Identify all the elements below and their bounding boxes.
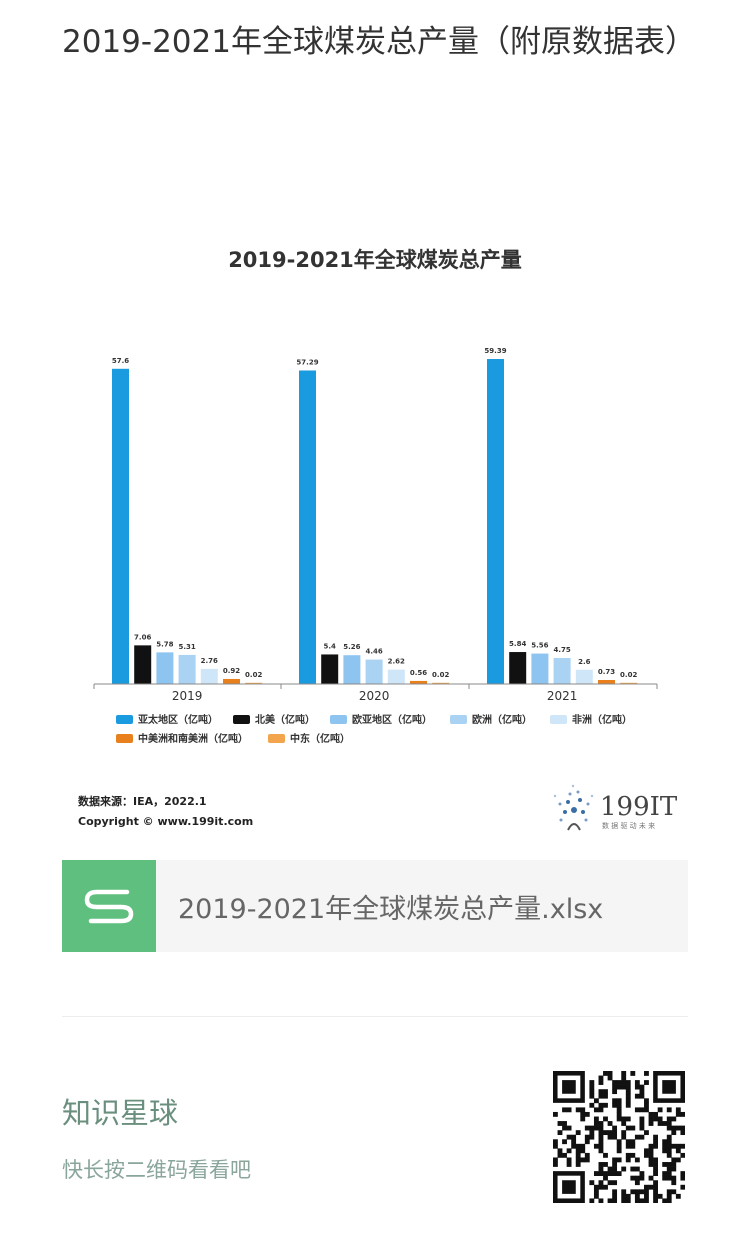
bar xyxy=(387,669,405,684)
logo-199it: 199IT 数 据 驱 动 未 来 xyxy=(553,784,678,831)
data-label: 57.29 xyxy=(296,358,318,366)
legend-swatch xyxy=(233,715,250,724)
data-label: 0.73 xyxy=(598,668,615,676)
data-label: 4.46 xyxy=(365,648,382,656)
data-label: 5.56 xyxy=(531,642,548,650)
data-label: 5.26 xyxy=(343,643,360,651)
x-axis-ticks: 2019 2020 2021 xyxy=(93,684,658,703)
data-label: 0.02 xyxy=(432,671,449,679)
file-name[interactable]: 2019-2021年全球煤炭总产量.xlsx xyxy=(178,893,604,925)
bar xyxy=(134,645,152,684)
chart-source: 数据来源：IEA，2022.1 xyxy=(78,794,207,808)
zsxq-title: 知识星球 xyxy=(62,1096,179,1130)
chart: 2019-2021年全球煤炭总产量 57.6 7.06 5.78 5.31 2.76 0.… xyxy=(78,248,678,831)
bar xyxy=(156,652,174,684)
chart-plot-area: 57.6 7.06 5.78 5.31 2.76 0.92 0.02 57.29 5.4 5.26… xyxy=(112,347,638,684)
chart-image: 2019-2021年全球煤炭总产量 57.6 7.06 5.78 5.31 2.76 0.… xyxy=(40,226,720,846)
logo-subtext: 数 据 驱 动 未 来 xyxy=(602,821,655,830)
data-label: 2.76 xyxy=(201,657,218,665)
bar xyxy=(112,368,129,684)
data-label: 5.4 xyxy=(323,642,336,650)
chart-copyright: Copyright © www.199it.com xyxy=(78,815,253,828)
bar xyxy=(553,658,571,684)
bar xyxy=(365,659,383,684)
legend-label: 亚太地区（亿吨） xyxy=(138,713,218,726)
x-tick-label: 2020 xyxy=(359,689,390,703)
data-label: 0.02 xyxy=(245,671,262,679)
legend-label: 欧亚地区（亿吨） xyxy=(352,713,432,726)
bar xyxy=(245,682,263,684)
bar xyxy=(200,668,218,684)
bar xyxy=(321,654,339,684)
data-label: 5.31 xyxy=(178,643,195,651)
bar xyxy=(509,652,527,684)
bar xyxy=(487,359,504,684)
data-label: 2.6 xyxy=(578,658,591,666)
bar xyxy=(223,678,240,684)
data-label: 0.56 xyxy=(410,669,427,677)
divider xyxy=(62,1016,688,1017)
legend-label: 北美（亿吨） xyxy=(255,713,315,726)
bar xyxy=(343,655,361,684)
bar xyxy=(432,682,450,684)
data-label: 57.6 xyxy=(112,357,129,365)
bar xyxy=(620,682,638,684)
x-tick-label: 2019 xyxy=(172,689,203,703)
article-title: 2019-2021年全球煤炭总产量（附原数据表） xyxy=(62,24,696,60)
bar xyxy=(410,680,427,684)
x-tick-label: 2021 xyxy=(547,689,578,703)
legend-label: 欧洲（亿吨） xyxy=(472,713,532,726)
legend-swatch xyxy=(116,715,133,724)
data-label: 5.84 xyxy=(509,640,526,648)
bar xyxy=(598,680,615,684)
chart-title: 2019-2021年全球煤炭总产量 xyxy=(228,248,522,272)
file-attachment[interactable]: 2019-2021年全球煤炭总产量.xlsx xyxy=(62,860,688,952)
bar xyxy=(299,370,316,684)
legend-label: 非洲（亿吨） xyxy=(572,713,632,726)
legend-label: 中东（亿吨） xyxy=(290,732,350,745)
data-label: 2.62 xyxy=(388,658,405,666)
data-label: 5.78 xyxy=(156,640,173,648)
legend-swatch xyxy=(450,715,467,724)
bar xyxy=(531,653,549,684)
logo-text: 199IT xyxy=(600,792,678,822)
spreadsheet-icon xyxy=(62,860,156,952)
data-label: 0.02 xyxy=(620,671,637,679)
data-label: 4.75 xyxy=(553,646,570,654)
legend-swatch xyxy=(330,715,347,724)
bar xyxy=(178,654,196,684)
legend-label: 中美洲和南美洲（亿吨） xyxy=(138,732,248,745)
data-label: 7.06 xyxy=(134,633,151,641)
bar xyxy=(575,669,593,684)
chart-legend: 亚太地区（亿吨） 北美（亿吨） 欧亚地区（亿吨） 欧洲（亿吨） 非洲（亿吨） 中美洲和南美… xyxy=(116,713,632,745)
data-label: 0.92 xyxy=(223,667,240,675)
zsxq-subtitle: 快长按二维码看看吧 xyxy=(62,1158,251,1182)
legend-swatch xyxy=(268,734,285,743)
legend-swatch xyxy=(550,715,567,724)
qr-code[interactable] xyxy=(553,1071,685,1203)
legend-swatch xyxy=(116,734,133,743)
dandelion-icon xyxy=(553,784,594,831)
data-label: 59.39 xyxy=(484,347,506,355)
